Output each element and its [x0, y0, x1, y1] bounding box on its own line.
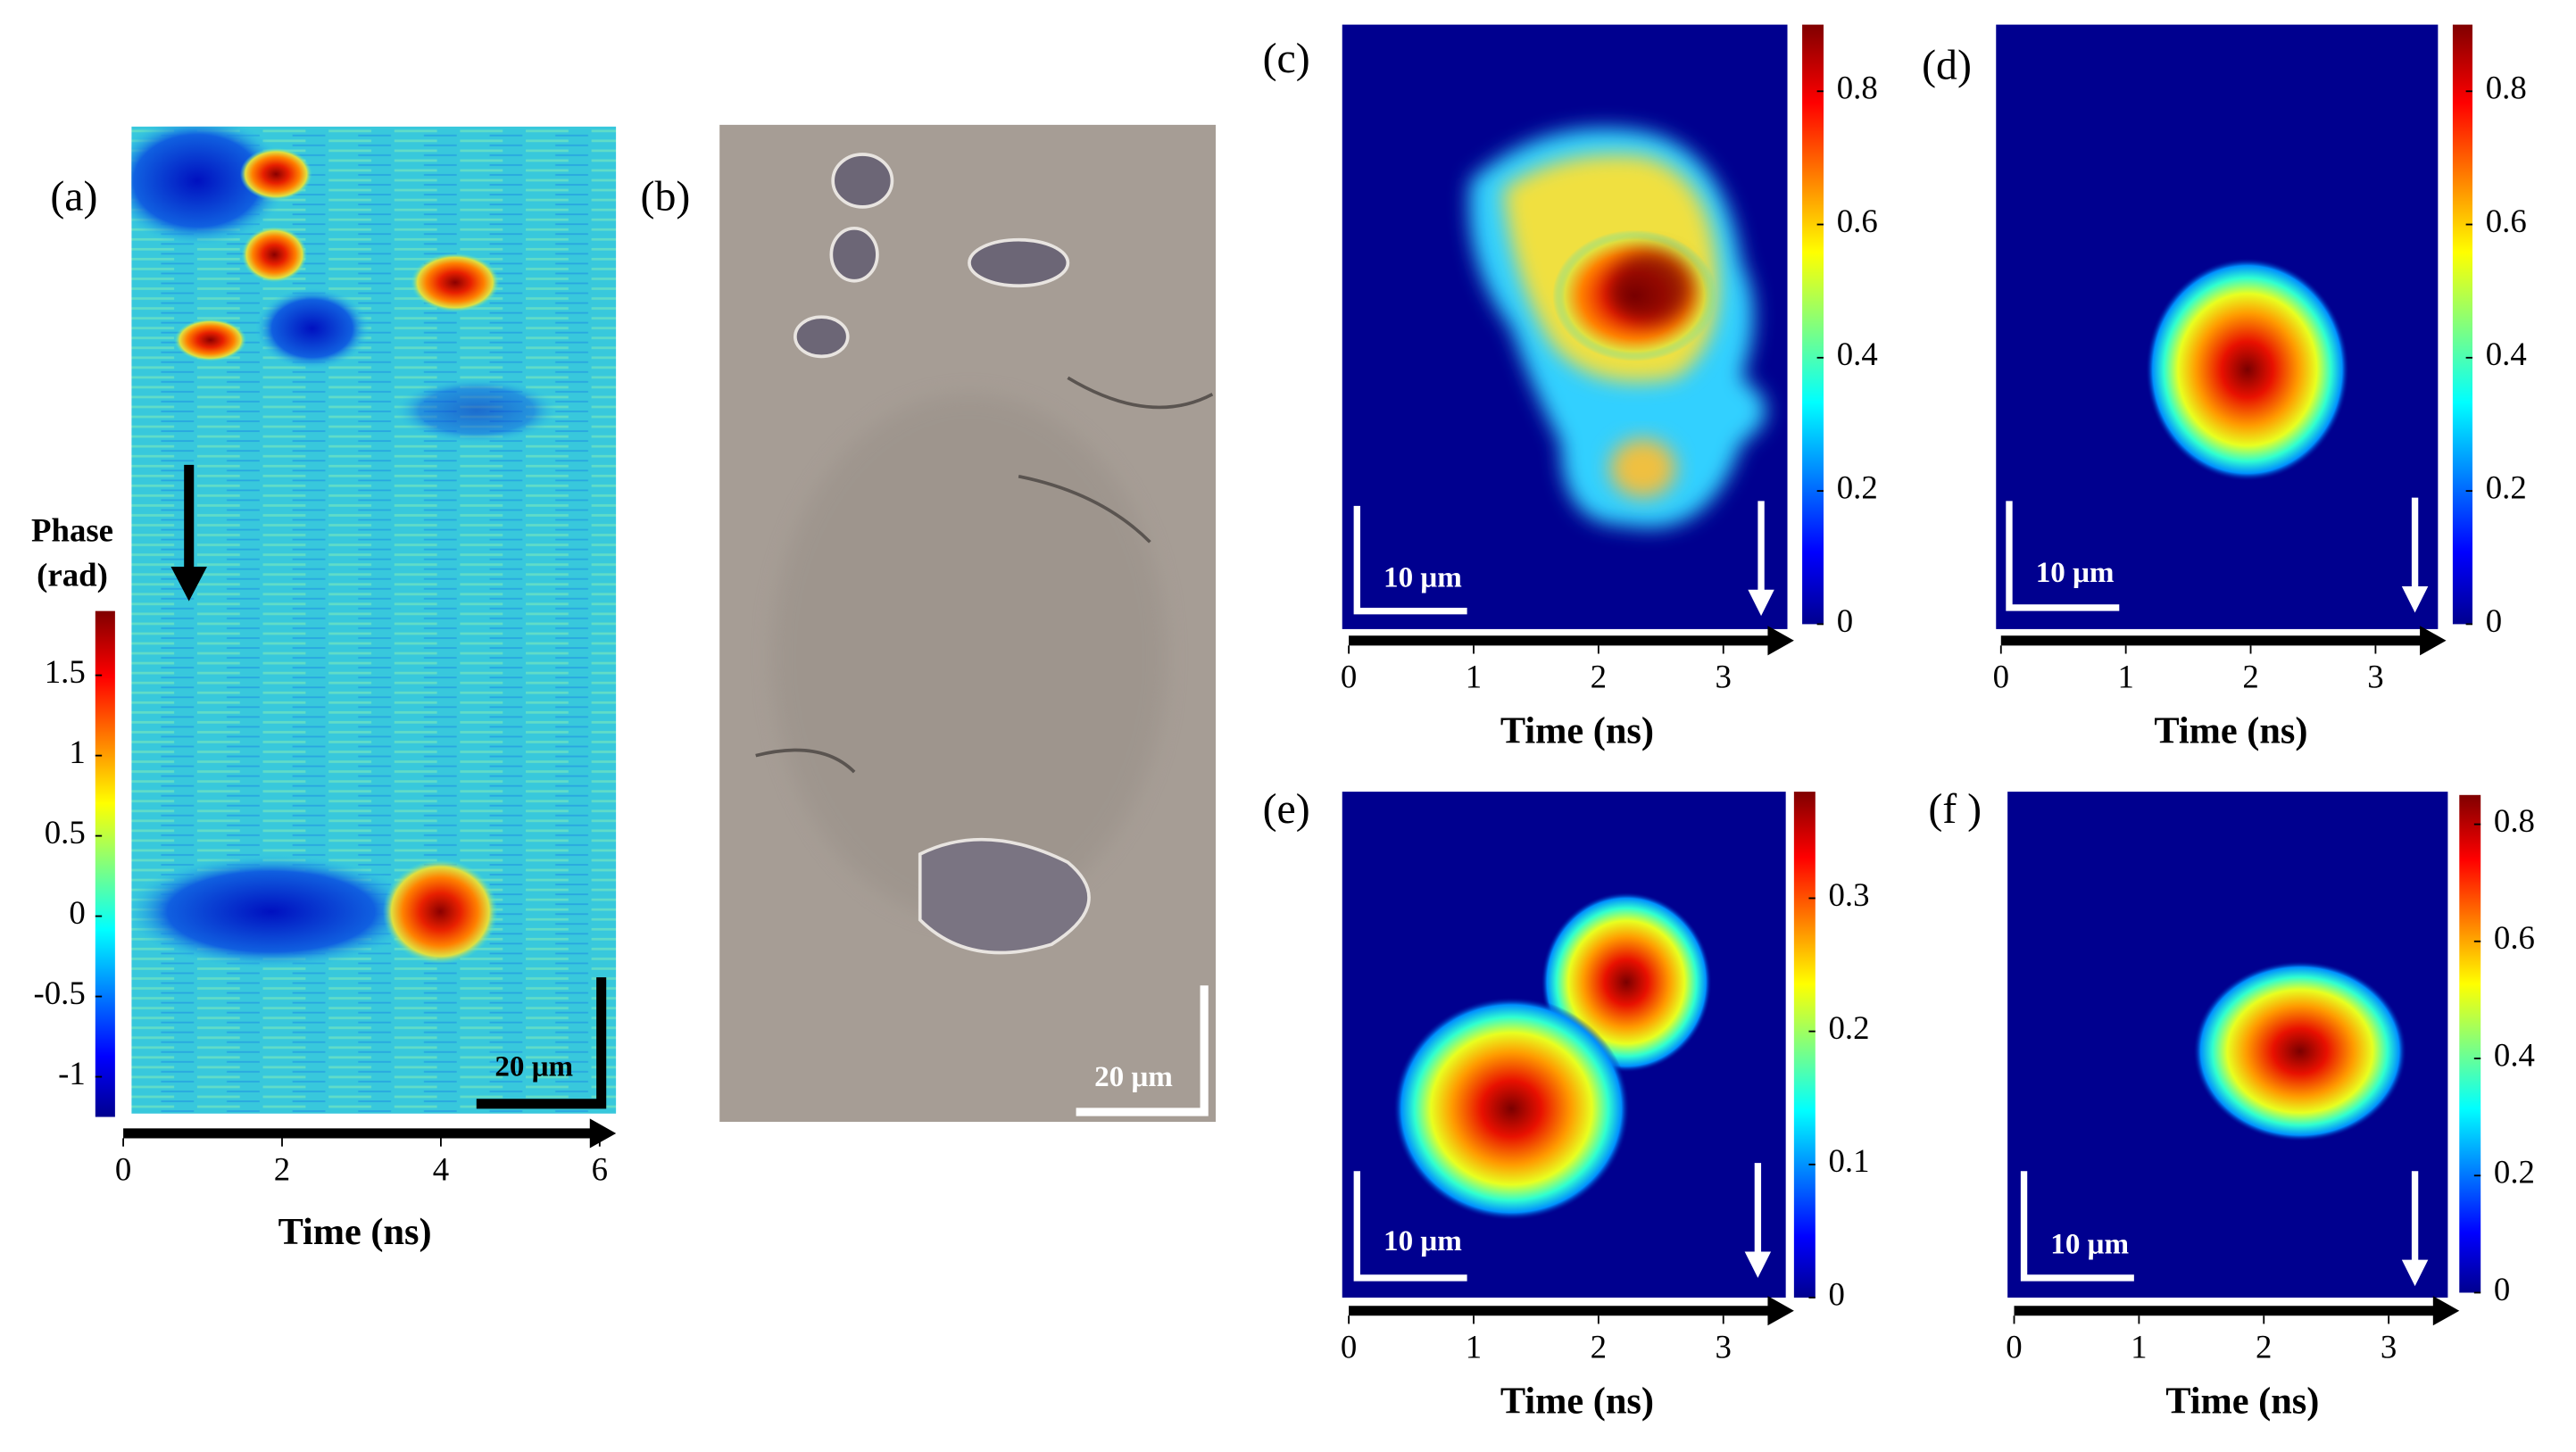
colorbar-label: (rad)	[37, 556, 108, 593]
photo	[719, 124, 1217, 1123]
colorbar	[2452, 24, 2472, 625]
colorbar-tick-label: 0.4	[2486, 336, 2527, 372]
scale-bar-label: 20 μm	[1094, 1060, 1173, 1093]
x-tick-label: 1	[1466, 658, 1482, 694]
panel-label: (d)	[1922, 41, 1972, 88]
x-tick-label: 2	[2242, 658, 2258, 694]
signal-region	[1392, 892, 1712, 1221]
x-tick-label: 6	[592, 1151, 608, 1188]
x-tick-label: 0	[1341, 1328, 1357, 1365]
x-axis-label: Time (ns)	[2165, 1380, 2319, 1422]
colorbar-tick-label: 0.4	[1837, 336, 1878, 372]
colorbar-tick-label: 0.8	[1837, 70, 1878, 106]
panel-label: (a)	[50, 173, 97, 220]
x-axis-label: Time (ns)	[1500, 709, 1654, 751]
scale-bar	[1076, 985, 1209, 1116]
x-axis-arrow-head	[2420, 626, 2447, 656]
x-tick-label: 0	[1993, 658, 2009, 694]
panel-label: (c)	[1263, 35, 1310, 82]
colorbar-tick-label: 0.2	[2494, 1154, 2535, 1191]
colorbar-tick-label: 0	[1829, 1275, 1845, 1312]
colorbar-tick-label: 0.3	[1829, 876, 1870, 913]
scale-bar-label: 20 μm	[494, 1050, 573, 1083]
direction-arrow-head	[1744, 1251, 1772, 1278]
direction-arrow-head	[2401, 586, 2429, 613]
x-tick-label: 4	[433, 1151, 449, 1188]
scale-bar-label: 10 μm	[1384, 1224, 1462, 1257]
x-axis-arrow-head	[1767, 1296, 1794, 1326]
signal-region	[1468, 128, 1766, 528]
x-axis-arrow-head	[2432, 1296, 2460, 1326]
scale-bar-label: 10 μm	[2036, 556, 2115, 589]
scale-bar	[2006, 501, 2120, 611]
panel-label: (e)	[1263, 785, 1310, 833]
colorbar-tick-label: 0.5	[45, 814, 86, 850]
colorbar	[1793, 792, 1816, 1298]
x-tick-label: 1	[2117, 658, 2133, 694]
colorbar	[95, 610, 115, 1117]
x-axis-arrow-head	[589, 1118, 617, 1149]
colorbar-label: Phase	[31, 512, 113, 549]
colorbar-tick-label: 0.2	[1829, 1009, 1870, 1046]
colorbar-tick-label: 0.1	[1829, 1142, 1870, 1179]
scale-bar	[476, 977, 607, 1109]
colorbar-tick-label: 0.6	[2486, 203, 2527, 239]
colorbar	[1802, 24, 1824, 625]
x-axis-label: Time (ns)	[1500, 1380, 1654, 1422]
signal-region	[2145, 257, 2349, 482]
x-tick-label: 2	[1591, 1328, 1607, 1365]
x-tick-label: 1	[1466, 1328, 1482, 1365]
colorbar-tick-label: -1	[58, 1055, 86, 1091]
colorbar	[2459, 794, 2481, 1293]
colorbar-tick-label: 0.8	[2486, 70, 2527, 106]
panel-label: (b)	[641, 173, 691, 220]
colorbar-tick-label: 1	[69, 734, 85, 770]
x-tick-label: 2	[1591, 658, 1607, 694]
x-tick-label: 1	[2131, 1328, 2147, 1365]
x-tick-label: 2	[274, 1151, 290, 1188]
colorbar-tick-label: 1.5	[45, 653, 86, 690]
scale-bar-label: 10 μm	[2050, 1228, 2129, 1261]
x-tick-label: 2	[2256, 1328, 2272, 1365]
phase-map	[131, 126, 617, 1114]
scale-bar	[2020, 1171, 2134, 1282]
signal-region	[2193, 960, 2407, 1142]
colorbar-tick-label: 0.6	[1837, 203, 1878, 239]
colorbar-tick-label: 0.2	[2486, 469, 2527, 506]
x-tick-label: 0	[2006, 1328, 2022, 1365]
direction-arrow-head	[170, 566, 207, 602]
x-tick-label: 0	[1341, 658, 1357, 694]
scale-bar	[1353, 505, 1467, 615]
colorbar-tick-label: -0.5	[34, 975, 86, 1011]
x-axis-arrow-head	[1767, 626, 1794, 656]
direction-arrow-head	[1748, 589, 1774, 617]
colorbar-tick-label: 0.6	[2494, 919, 2535, 956]
x-axis-label: Time (ns)	[2154, 709, 2307, 751]
x-tick-label: 3	[2381, 1328, 2397, 1365]
colorbar-tick-label: 0.2	[1837, 469, 1878, 506]
colorbar-tick-label: 0	[69, 894, 85, 931]
panel-label: (f )	[1928, 785, 1982, 833]
colorbar-tick-label: 0	[1837, 602, 1853, 639]
colorbar-tick-label: 0	[2486, 602, 2502, 639]
x-tick-label: 3	[2367, 658, 2383, 694]
x-tick-label: 3	[1716, 1328, 1732, 1365]
x-tick-label: 3	[1716, 658, 1732, 694]
x-axis-label: Time (ns)	[278, 1211, 432, 1253]
direction-arrow-head	[2401, 1259, 2429, 1287]
scale-bar	[1353, 1171, 1467, 1282]
colorbar-tick-label: 0	[2494, 1271, 2510, 1307]
colorbar-tick-label: 0.4	[2494, 1036, 2535, 1073]
colorbar-tick-label: 0.8	[2494, 802, 2535, 839]
scale-bar-label: 10 μm	[1384, 560, 1462, 593]
x-tick-label: 0	[115, 1151, 131, 1188]
